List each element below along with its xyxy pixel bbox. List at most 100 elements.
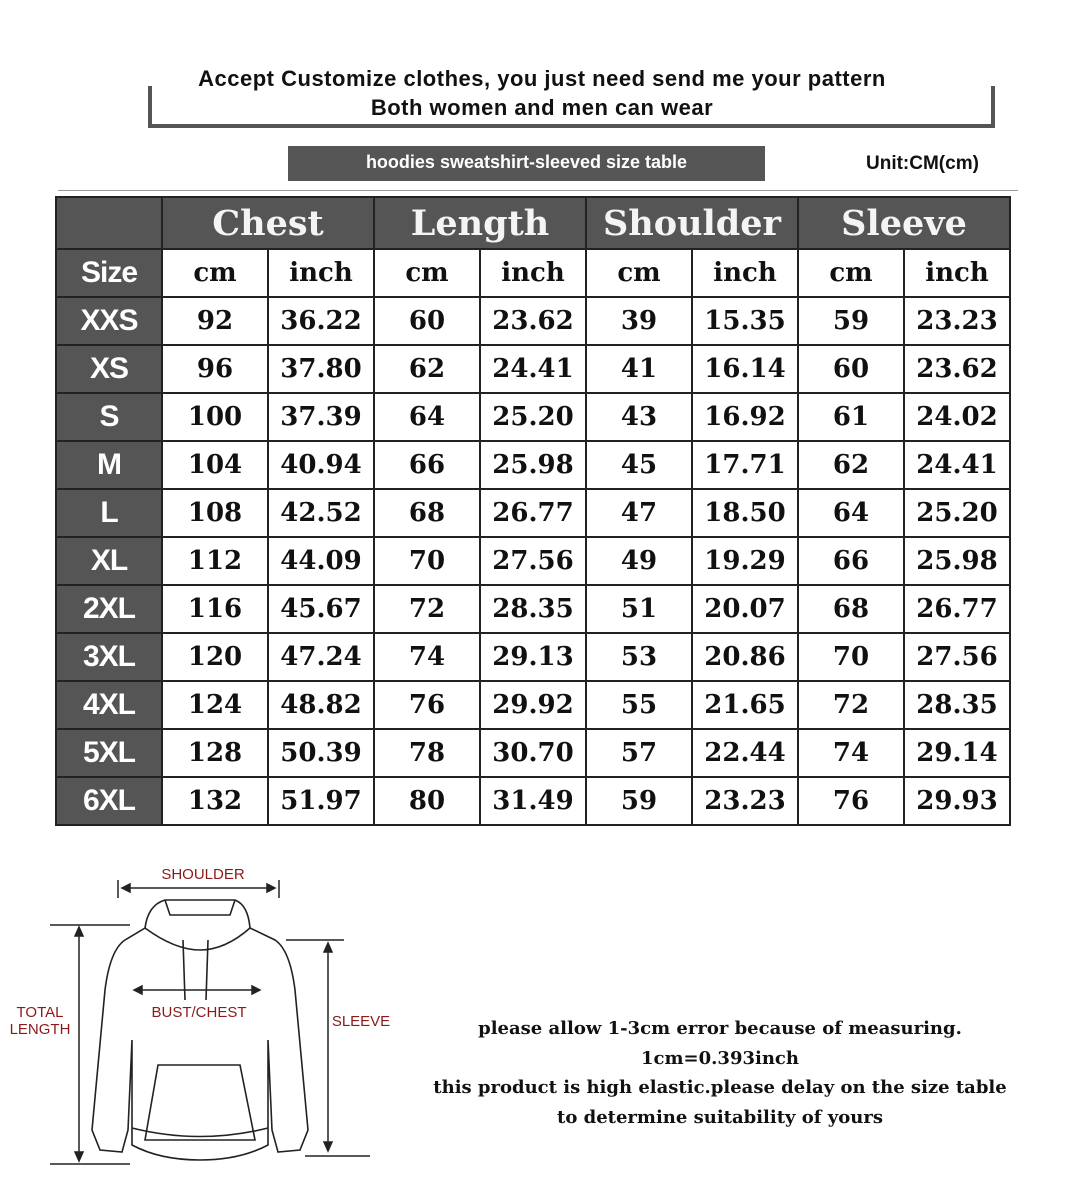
table-row: XS 96 37.80 62 24.41 41 16.14 60 23.62 [55,344,1011,394]
value-cell: 31.49 [479,776,587,826]
value-cell: 76 [797,776,905,826]
value-cell: 66 [797,536,905,586]
table-row: XL 112 44.09 70 27.56 49 19.29 66 25.98 [55,536,1011,586]
unit-header-cell: inch [479,248,587,298]
hoodie-measurement-diagram: SHOULDER BUST/CHEST TOTAL LENGTH SLEEVE [10,866,390,1165]
value-cell: 16.92 [691,392,799,442]
value-cell: 25.98 [479,440,587,490]
table-row: 3XL 120 47.24 74 29.13 53 20.86 70 27.56 [55,632,1011,682]
value-cell: 124 [161,680,269,730]
shoulder-label: SHOULDER [161,866,245,883]
header-chest: Chest [161,196,375,250]
sleeve-label: SLEEVE [332,1013,390,1030]
value-cell: 104 [161,440,269,490]
value-cell: 55 [585,680,693,730]
size-cell: L [55,488,163,538]
banner-line-1: Accept Customize clothes, you just need … [198,66,886,91]
value-cell: 37.80 [267,344,375,394]
value-cell: 49 [585,536,693,586]
value-cell: 23.62 [479,296,587,346]
unit-label: Unit:CM(cm) [866,153,979,174]
value-cell: 45 [585,440,693,490]
value-cell: 66 [373,440,481,490]
divider [58,190,1018,191]
table-row: 4XL 124 48.82 76 29.92 55 21.65 72 28.35 [55,680,1011,730]
value-cell: 62 [373,344,481,394]
table-row: S 100 37.39 64 25.20 43 16.92 61 24.02 [55,392,1011,442]
size-cell: 6XL [55,776,163,826]
value-cell: 40.94 [267,440,375,490]
group-header-row: Chest Length Shoulder Sleeve [55,196,1011,250]
value-cell: 64 [373,392,481,442]
measurement-arrows [50,880,370,1165]
unit-header-row: Size cm inch cm inch cm inch cm inch [55,248,1011,298]
value-cell: 60 [373,296,481,346]
value-cell: 74 [797,728,905,778]
value-cell: 72 [373,584,481,634]
value-cell: 37.39 [267,392,375,442]
banner-line-2: Both women and men can wear [370,95,714,120]
table-row: L 108 42.52 68 26.77 47 18.50 64 25.20 [55,488,1011,538]
value-cell: 26.77 [903,584,1011,634]
value-cell: 39 [585,296,693,346]
table-row: 6XL 132 51.97 80 31.49 59 23.23 76 29.93 [55,776,1011,826]
hoodie-outline-icon [91,899,309,1161]
unit-header-cell: inch [691,248,799,298]
value-cell: 24.41 [479,344,587,394]
value-cell: 51.97 [267,776,375,826]
value-cell: 45.67 [267,584,375,634]
size-cell: XL [55,536,163,586]
value-cell: 29.93 [903,776,1011,826]
value-cell: 47.24 [267,632,375,682]
value-cell: 28.35 [903,680,1011,730]
value-cell: 29.13 [479,632,587,682]
value-cell: 16.14 [691,344,799,394]
note-line: 1cm=0.393inch [641,1047,799,1069]
measurement-notes: please allow 1-3cm error because of meas… [410,1014,1030,1132]
chest-label: BUST/CHEST [151,1004,246,1021]
unit-header-cell: cm [585,248,693,298]
unit-header-cell: cm [373,248,481,298]
size-cell: XS [55,344,163,394]
value-cell: 21.65 [691,680,799,730]
value-cell: 60 [797,344,905,394]
value-cell: 27.56 [479,536,587,586]
value-cell: 68 [373,488,481,538]
unit-header-cell: inch [903,248,1011,298]
size-table: Chest Length Shoulder Sleeve Size cm inch… [55,196,1011,826]
value-cell: 25.20 [479,392,587,442]
table-row: 2XL 116 45.67 72 28.35 51 20.07 68 26.77 [55,584,1011,634]
size-header: Size [55,248,163,298]
value-cell: 23.23 [691,776,799,826]
value-cell: 17.71 [691,440,799,490]
value-cell: 92 [161,296,269,346]
value-cell: 59 [797,296,905,346]
table-subtitle: hoodies sweatshirt-sleeved size table [288,146,765,181]
value-cell: 80 [373,776,481,826]
total-length-label-2: LENGTH [10,1021,71,1038]
value-cell: 18.50 [691,488,799,538]
value-cell: 20.07 [691,584,799,634]
note-line: this product is high elastic.please dela… [433,1077,1007,1098]
value-cell: 15.35 [691,296,799,346]
value-cell: 19.29 [691,536,799,586]
value-cell: 78 [373,728,481,778]
value-cell: 70 [373,536,481,586]
header-sleeve: Sleeve [797,196,1011,250]
value-cell: 29.14 [903,728,1011,778]
size-cell: XXS [55,296,163,346]
total-length-label-1: TOTAL [17,1004,64,1021]
table-body: XXS 92 36.22 60 23.62 39 15.35 59 23.23 XS 96 37.80… [55,296,1011,826]
size-cell: S [55,392,163,442]
value-cell: 48.82 [267,680,375,730]
value-cell: 29.92 [479,680,587,730]
value-cell: 50.39 [267,728,375,778]
value-cell: 59 [585,776,693,826]
value-cell: 24.02 [903,392,1011,442]
table-row: M 104 40.94 66 25.98 45 17.71 62 24.41 [55,440,1011,490]
table-row: XXS 92 36.22 60 23.62 39 15.35 59 23.23 [55,296,1011,346]
value-cell: 24.41 [903,440,1011,490]
value-cell: 51 [585,584,693,634]
value-cell: 61 [797,392,905,442]
